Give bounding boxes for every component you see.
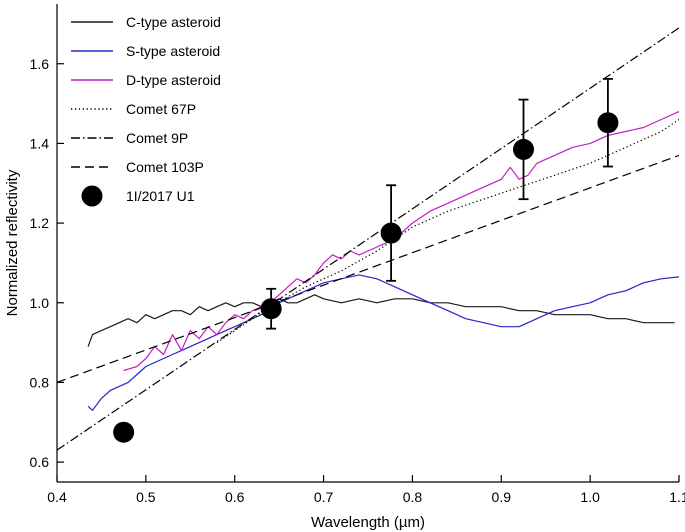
y-axis-label: Normalized reflectivity (4, 169, 21, 316)
axes: 0.4 0.5 0.6 0.7 0.8 0.9 1.0 1.1 0.6 0.8 1.0 1.2 1.4 1… (4, 4, 685, 531)
y-tick-label: 1.0 (30, 295, 50, 311)
y-tick-label: 1.2 (30, 215, 50, 231)
x-tick-label: 0.6 (225, 489, 245, 505)
series-line-s-type-asteroid (87, 274, 679, 411)
legend-label: 1I/2017 U1 (126, 188, 195, 204)
y-tick-label: 0.6 (30, 454, 50, 470)
x-tick-label: 1.1 (669, 489, 685, 505)
y-tick-label: 0.8 (30, 374, 50, 390)
data-point (113, 421, 135, 443)
x-tick-label: 0.8 (403, 489, 423, 505)
legend-label: S-type asteroid (126, 43, 220, 59)
y-tick-label: 1.6 (30, 56, 50, 72)
series-line-comet-9p (57, 27, 679, 451)
series-line-c-type-asteroid (87, 294, 675, 347)
plot-marks (57, 27, 679, 451)
series-line-comet-103p (57, 154, 679, 383)
legend-label: C-type asteroid (126, 14, 221, 30)
x-tick-label: 1.0 (580, 489, 600, 505)
x-tick-label: 0.4 (47, 489, 67, 505)
legend-label: D-type asteroid (126, 72, 221, 88)
x-tick-label: 0.5 (136, 489, 156, 505)
data-point (380, 222, 402, 244)
series-line-d-type-asteroid (123, 111, 679, 372)
legend-label: Comet 103P (126, 159, 204, 175)
series-line-comet-67p (216, 119, 679, 344)
x-tick-label: 0.9 (492, 489, 512, 505)
legend-marker (81, 185, 103, 207)
data-point (260, 298, 282, 320)
y-tick-label: 1.4 (30, 135, 50, 151)
legend-label: Comet 9P (126, 130, 188, 146)
data-point (597, 112, 619, 134)
x-axis-label: Wavelength (µm) (311, 514, 425, 531)
x-tick-label: 0.7 (314, 489, 334, 505)
legend-label: Comet 67P (126, 101, 196, 117)
legend: C-type asteroid S-type asteroid D-type ast… (71, 14, 221, 207)
data-point (513, 138, 534, 160)
